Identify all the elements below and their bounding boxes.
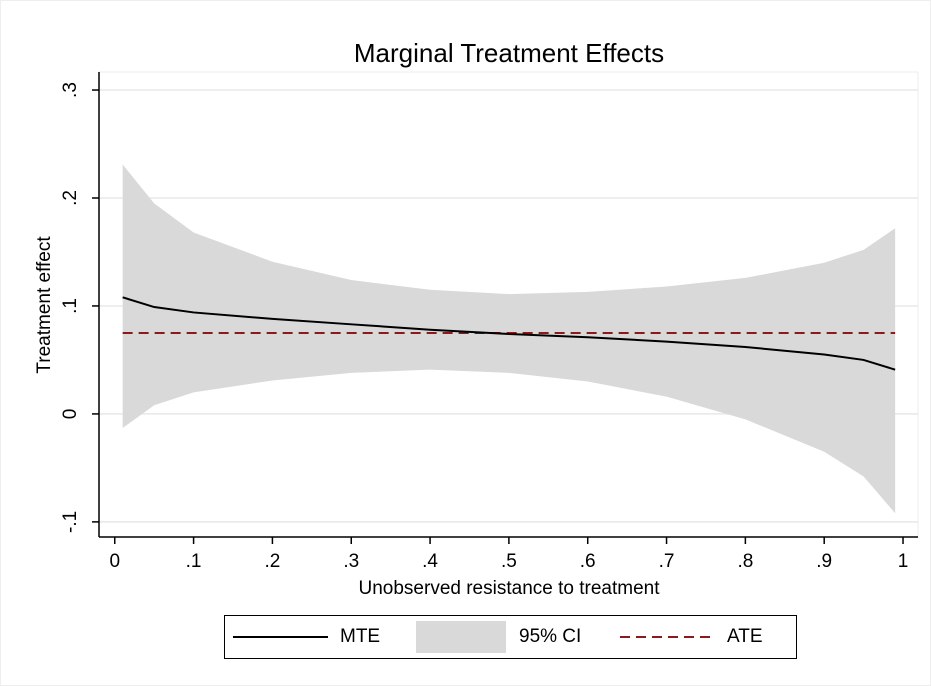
- x-tick-label: .2: [264, 551, 280, 572]
- x-tick-label: .7: [659, 551, 675, 572]
- legend-swatch: [416, 621, 506, 653]
- chart-title: Marginal Treatment Effects: [354, 38, 664, 68]
- y-axis-title: Treatment effect: [34, 236, 55, 374]
- legend-label: 95% CI: [519, 626, 581, 647]
- x-tick-label: .5: [501, 551, 517, 572]
- x-tick-label: 0: [109, 551, 120, 572]
- y-tick-label: .3: [60, 82, 81, 98]
- x-tick-label: .3: [343, 551, 359, 572]
- x-tick-label: .4: [422, 551, 438, 572]
- y-tick-label: .1: [60, 298, 81, 314]
- legend-label: ATE: [727, 626, 763, 647]
- x-tick-label: .1: [186, 551, 202, 572]
- y-tick-label: 0: [60, 409, 81, 420]
- y-tick-label: .2: [60, 190, 81, 206]
- x-tick-label: .9: [816, 551, 832, 572]
- x-tick-label: .6: [580, 551, 596, 572]
- legend-label: MTE: [340, 626, 380, 647]
- x-axis-title: Unobserved resistance to treatment: [359, 578, 661, 599]
- y-tick-label: -.1: [60, 511, 81, 533]
- ci-band: [122, 164, 896, 514]
- x-tick-label: .8: [737, 551, 753, 572]
- x-tick-label: 1: [898, 551, 909, 572]
- series-line: [122, 296, 896, 371]
